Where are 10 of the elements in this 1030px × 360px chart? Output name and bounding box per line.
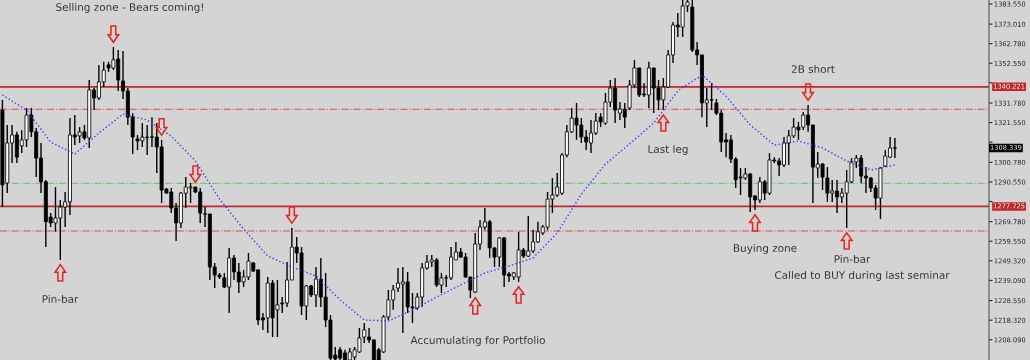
annotation: Last leg [648,144,688,156]
annotation: Buying zone [733,243,797,255]
candlestick [709,82,714,111]
annotation: Called to BUY during last seminar [775,270,950,282]
annotation: Pin-bar [42,294,79,304]
annotation: Accumulating for Portfolio [410,335,545,347]
candlestick [892,137,897,159]
annotation: Selling zone - Bears coming! [56,2,203,14]
annotation: 2B short [791,64,835,74]
annotation: Pin-bar [834,254,871,264]
